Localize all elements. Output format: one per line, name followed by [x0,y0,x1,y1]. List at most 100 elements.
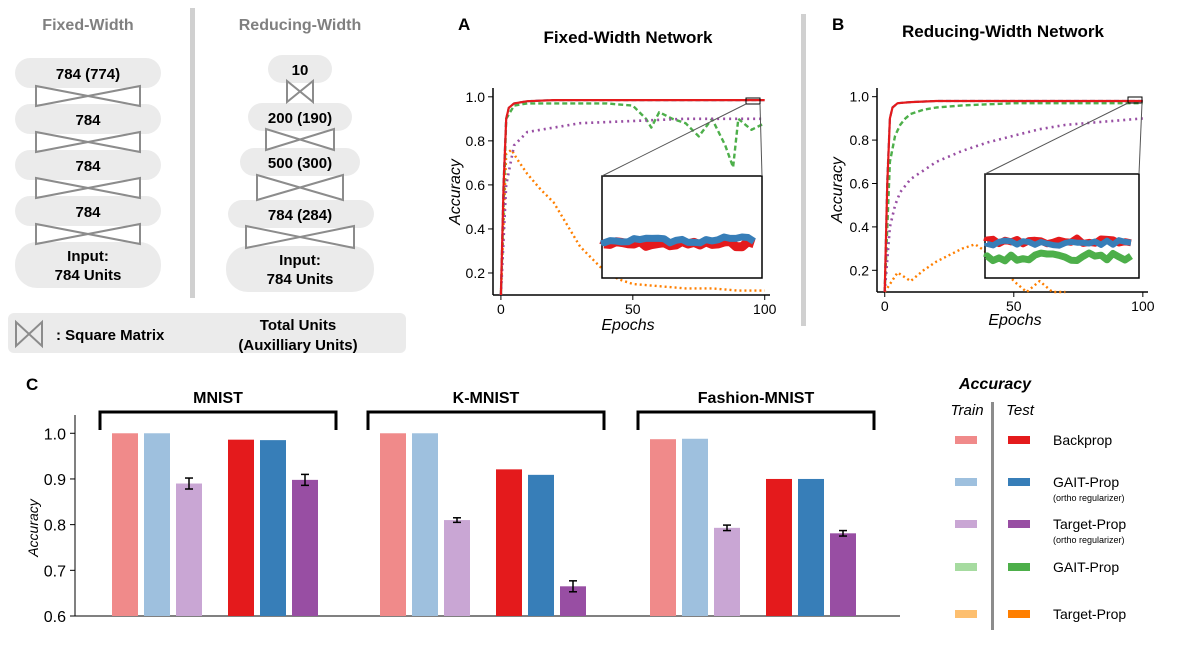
bar-mnist-test-backprop [228,439,254,616]
panel-label-a: A [458,15,470,34]
legend-title: Accuracy [958,376,1032,393]
fixed-zoom-connector [759,103,763,177]
fixed-zoom-region [745,97,761,105]
legend-test-header: Test [1006,402,1035,419]
fixed-width-chart-title: Fixed-Width Network [544,28,713,47]
reducing-x-tick-label: 100 [1131,298,1155,314]
total-units-label: Total Units [260,317,336,334]
bar-fashion-mnist-train-backprop [650,439,676,616]
legend-swatch-test-target-ortho [1008,520,1030,528]
fixed-input-label-2: 784 Units [55,267,122,284]
reducing-layer-1-label: 10 [292,62,309,79]
fixed-square-matrices [35,84,141,246]
bar-mnist-train-gait-ortho [144,433,170,616]
bar-chart-y-axis-label: Accuracy [25,498,41,558]
reducing-x-tick-label: 0 [881,298,889,314]
bar-mnist-test-target-ortho [292,479,318,616]
reducing-y-tick-label: 1.0 [850,89,870,105]
reducing-zoom-region [1127,96,1143,104]
panel-divider [801,14,806,326]
reducing-layer-1 [268,55,332,83]
reducing-zoom-inset [984,173,1140,279]
group-bracket [636,410,876,430]
legend-swatch-test-target [1008,610,1030,618]
reducing-backprop-line [883,99,1143,293]
reducing-input-label-1: Input: [279,252,321,269]
fixed-layer-1 [15,58,161,88]
fixed-x-tick-label: 50 [625,301,641,317]
fixed-y-tick-label: 0.2 [466,265,486,281]
fixed-zoom-inset [601,175,763,279]
fixed-width-x-axis-label: Epochs [601,317,654,334]
fixed-y-tick-label: 0.4 [466,221,486,237]
bar-chart-y-tick-label: 0.9 [44,472,66,489]
bar-k-mnist-train-backprop [380,433,406,616]
architecture-divider [190,8,195,298]
fixed-x-tick-label: 100 [753,301,777,317]
square-matrix-icon [15,319,43,349]
reducing-width-y-axis-label: Accuracy [829,156,846,224]
reducing-square-matrices [245,78,355,250]
reducing-width-heading: Reducing-Width [239,17,362,34]
legend-swatch-test-gait-ortho [1008,478,1030,486]
group-bracket [366,410,606,430]
reducing-y-tick-label: 0.2 [850,262,870,278]
reducing-y-tick-label: 0.4 [850,219,870,235]
bar-chart-y-tick-label: 1.0 [44,426,66,443]
fixed-layer-2 [15,104,161,134]
legend-swatch-train-backprop [955,436,977,444]
legend-label: Target-Prop [1053,516,1126,532]
fixed-inset-gait-ortho-band [600,233,756,247]
bar-chart-y-tick-label: 0.8 [44,518,66,535]
auxiliary-units-label: (Auxilliary Units) [238,337,357,354]
group-title: Fashion-MNIST [698,390,815,407]
legend-label: Backprop [1053,432,1112,448]
legend-sublabel: (ortho regularizer) [1053,493,1125,503]
legend: Accuracy Train Test Backprop GAIT-Prop (or… [950,376,1126,630]
reducing-gait-line [883,101,1143,293]
reducing-zoom-connector [984,102,1129,175]
fixed-backprop-line [499,98,765,296]
reducing-layer-4-label: 784 (284) [268,207,332,224]
bar-fashion-mnist-train-target-ortho [714,527,740,616]
fixed-width-chart: Fixed-Width Network Epochs Accuracy 0.2 0… [447,28,777,334]
panel-label-c: C [26,375,38,394]
architecture-legend-strip [8,313,406,353]
reducing-zoom-connector [1138,102,1143,175]
reducing-inset-gait-ortho-band [984,237,1132,249]
fixed-gait-line [499,102,766,296]
legend-swatch-test-gait [1008,563,1030,571]
legend-swatch-train-target-ortho [955,520,977,528]
reducing-y-tick-label: 0.6 [850,175,870,191]
bar-fashion-mnist-train-gait-ortho [682,438,708,616]
reducing-layer-4 [228,200,374,228]
bar-mnist-train-target-ortho [176,483,202,616]
legend-swatch-train-gait [955,563,977,571]
legend-divider [991,402,994,630]
fixed-y-tick-label: 1.0 [466,89,486,105]
fixed-layer-4 [15,196,161,226]
bar-k-mnist-train-target-ortho [444,520,470,616]
fixed-zoom-connector [601,103,747,177]
reducing-width-chart-title: Reducing-Width Network [902,22,1104,41]
bar-k-mnist-test-gait-ortho [528,474,554,616]
reducing-layer-3 [240,148,360,176]
group-bracket [98,410,338,430]
legend-label: GAIT-Prop [1053,559,1119,575]
bar-k-mnist-test-backprop [496,469,522,616]
reducing-input-label-2: 784 Units [267,271,334,288]
bar-k-mnist-train-gait-ortho [412,433,438,616]
legend-sublabel: (ortho regularizer) [1053,535,1125,545]
fixed-y-tick-label: 0.8 [466,133,486,149]
bar-mnist-train-backprop [112,433,138,616]
reducing-target-line [883,243,1066,294]
fixed-width-heading: Fixed-Width [42,17,133,34]
fixed-target-line [499,148,765,296]
bar-chart-y-tick-label: 0.7 [44,563,66,580]
reducing-layer-3-label: 500 (300) [268,155,332,172]
fixed-input-label-1: Input: [67,248,109,265]
fixed-width-y-axis-label: Accuracy [447,158,464,226]
reducing-input-layer [226,246,374,292]
reducing-layer-2 [248,103,352,131]
